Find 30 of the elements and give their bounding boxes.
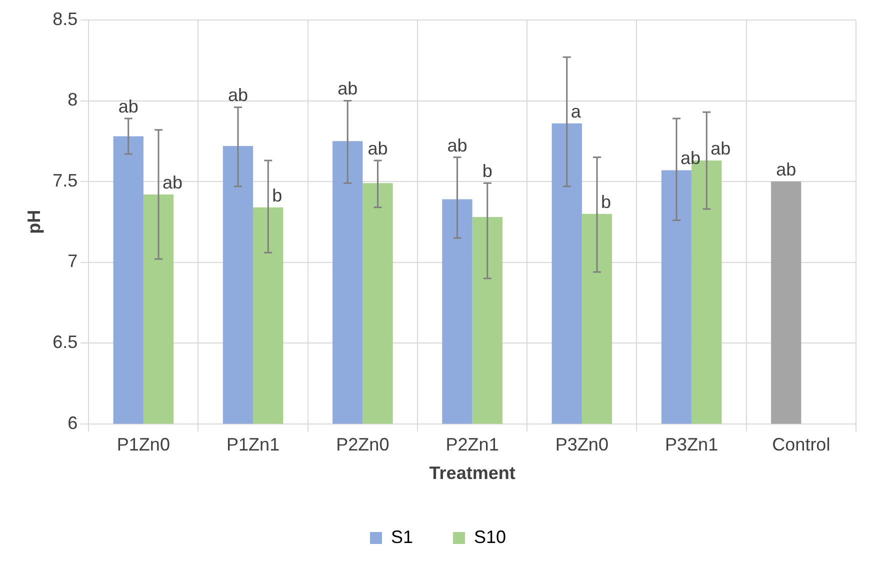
data-label: ab [710,138,731,158]
data-label: ab [228,85,248,106]
y-tick-label: 8 [68,90,78,110]
x-axis-title: Treatment [429,463,516,484]
data-label: ab [776,159,796,180]
x-tick-label: P2Zn1 [446,434,499,455]
y-axis-title: pH [24,210,44,234]
data-label: ab [447,135,468,156]
data-label: ab [368,138,388,158]
y-tick-label: 6 [68,412,78,433]
data-label: b [601,192,612,212]
x-tick-label: P2Zn0 [336,434,390,455]
y-tick-label: 7 [68,251,78,272]
data-label: a [570,101,582,122]
legend-label: S10 [474,526,506,547]
y-tick-label: 8.5 [52,8,78,29]
x-tick-label: P1Zn0 [116,434,170,455]
legend-label: S1 [390,526,414,547]
data-label: ab [162,172,183,192]
data-label: ab [338,78,358,99]
y-tick-label: 6.5 [52,332,78,352]
x-tick-label: P3Zn1 [665,434,718,455]
data-label: ab [118,96,138,116]
data-label: b [482,161,492,182]
x-tick-label: P1Zn1 [226,434,280,455]
data-label: ab [680,148,701,168]
x-tick-label: P3Zn0 [555,434,608,455]
data-label: b [272,185,282,206]
y-tick-label: 7.5 [52,170,78,190]
x-tick-label: Control [772,434,830,455]
